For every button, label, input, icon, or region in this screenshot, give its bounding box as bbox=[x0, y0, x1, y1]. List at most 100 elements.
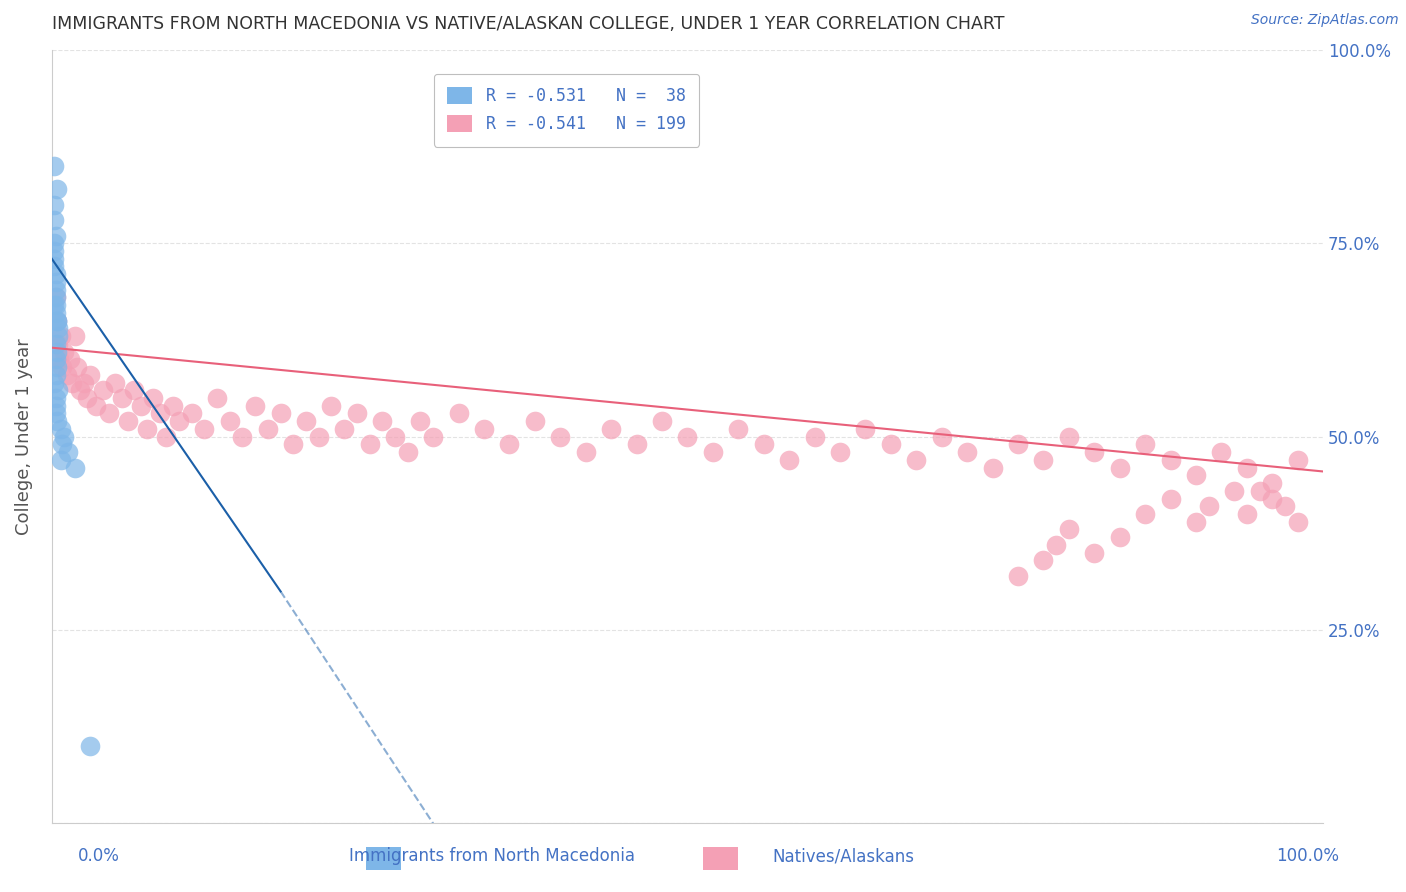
Natives/Alaskans bbox=[1185, 515, 1208, 529]
Immigrants from North Macedonia bbox=[45, 298, 67, 312]
Natives/Alaskans bbox=[1007, 437, 1029, 451]
Immigrants from North Macedonia bbox=[45, 399, 67, 413]
Natives/Alaskans bbox=[155, 430, 177, 444]
Natives/Alaskans bbox=[1007, 569, 1029, 583]
Natives/Alaskans bbox=[63, 329, 86, 343]
Natives/Alaskans bbox=[1160, 491, 1182, 506]
Natives/Alaskans bbox=[880, 437, 903, 451]
Natives/Alaskans bbox=[855, 422, 877, 436]
Immigrants from North Macedonia bbox=[44, 197, 66, 211]
Immigrants from North Macedonia bbox=[53, 430, 76, 444]
Natives/Alaskans bbox=[129, 399, 152, 413]
Natives/Alaskans bbox=[472, 422, 495, 436]
Text: 100.0%: 100.0% bbox=[1277, 847, 1339, 865]
Immigrants from North Macedonia bbox=[45, 313, 67, 327]
Immigrants from North Macedonia bbox=[45, 182, 67, 196]
Immigrants from North Macedonia bbox=[44, 252, 66, 266]
Natives/Alaskans bbox=[60, 376, 83, 390]
Natives/Alaskans bbox=[803, 430, 825, 444]
Natives/Alaskans bbox=[117, 414, 139, 428]
Natives/Alaskans bbox=[91, 383, 114, 397]
Natives/Alaskans bbox=[600, 422, 623, 436]
Immigrants from North Macedonia bbox=[45, 306, 67, 320]
Immigrants from North Macedonia bbox=[45, 283, 67, 297]
Natives/Alaskans bbox=[498, 437, 520, 451]
Immigrants from North Macedonia bbox=[46, 321, 69, 335]
Natives/Alaskans bbox=[1236, 460, 1258, 475]
Immigrants from North Macedonia bbox=[44, 213, 66, 227]
Natives/Alaskans bbox=[409, 414, 432, 428]
Natives/Alaskans bbox=[371, 414, 394, 428]
Natives/Alaskans bbox=[778, 453, 800, 467]
Immigrants from North Macedonia bbox=[44, 244, 66, 258]
Natives/Alaskans bbox=[84, 399, 107, 413]
Natives/Alaskans bbox=[626, 437, 648, 451]
Natives/Alaskans bbox=[321, 399, 343, 413]
Natives/Alaskans bbox=[1083, 546, 1105, 560]
Natives/Alaskans bbox=[1185, 468, 1208, 483]
Natives/Alaskans bbox=[193, 422, 215, 436]
Natives/Alaskans bbox=[243, 399, 266, 413]
Immigrants from North Macedonia bbox=[49, 422, 72, 436]
Natives/Alaskans bbox=[1261, 491, 1284, 506]
Natives/Alaskans bbox=[76, 391, 98, 405]
Natives/Alaskans bbox=[333, 422, 356, 436]
Natives/Alaskans bbox=[231, 430, 253, 444]
Natives/Alaskans bbox=[111, 391, 134, 405]
Immigrants from North Macedonia bbox=[44, 298, 66, 312]
Natives/Alaskans bbox=[51, 359, 73, 374]
Natives/Alaskans bbox=[727, 422, 749, 436]
Natives/Alaskans bbox=[1223, 483, 1246, 498]
Natives/Alaskans bbox=[1108, 460, 1130, 475]
Natives/Alaskans bbox=[1198, 500, 1220, 514]
Natives/Alaskans bbox=[396, 445, 419, 459]
Natives/Alaskans bbox=[1160, 453, 1182, 467]
Natives/Alaskans bbox=[295, 414, 318, 428]
Natives/Alaskans bbox=[1249, 483, 1271, 498]
Immigrants from North Macedonia bbox=[45, 352, 67, 367]
Natives/Alaskans bbox=[422, 430, 444, 444]
Natives/Alaskans bbox=[283, 437, 305, 451]
Immigrants from North Macedonia bbox=[46, 383, 69, 397]
Natives/Alaskans bbox=[905, 453, 928, 467]
Natives/Alaskans bbox=[167, 414, 190, 428]
Natives/Alaskans bbox=[1045, 538, 1067, 552]
Immigrants from North Macedonia bbox=[45, 290, 67, 304]
Natives/Alaskans bbox=[72, 376, 94, 390]
Immigrants from North Macedonia bbox=[49, 453, 72, 467]
Natives/Alaskans bbox=[79, 368, 101, 382]
Natives/Alaskans bbox=[1032, 453, 1054, 467]
Legend: R = -0.531   N =  38, R = -0.541   N = 199: R = -0.531 N = 38, R = -0.541 N = 199 bbox=[434, 74, 699, 146]
Natives/Alaskans bbox=[205, 391, 228, 405]
Natives/Alaskans bbox=[45, 313, 67, 327]
Natives/Alaskans bbox=[1108, 530, 1130, 544]
Natives/Alaskans bbox=[218, 414, 240, 428]
Natives/Alaskans bbox=[931, 430, 953, 444]
Natives/Alaskans bbox=[523, 414, 546, 428]
Immigrants from North Macedonia bbox=[45, 368, 67, 382]
Natives/Alaskans bbox=[1236, 507, 1258, 521]
Natives/Alaskans bbox=[575, 445, 598, 459]
Natives/Alaskans bbox=[447, 407, 470, 421]
Natives/Alaskans bbox=[180, 407, 202, 421]
Natives/Alaskans bbox=[651, 414, 673, 428]
Natives/Alaskans bbox=[162, 399, 184, 413]
Natives/Alaskans bbox=[48, 352, 70, 367]
Immigrants from North Macedonia bbox=[45, 275, 67, 289]
Immigrants from North Macedonia bbox=[58, 445, 80, 459]
Natives/Alaskans bbox=[104, 376, 127, 390]
Immigrants from North Macedonia bbox=[45, 359, 67, 374]
Natives/Alaskans bbox=[1211, 445, 1233, 459]
Natives/Alaskans bbox=[257, 422, 280, 436]
Natives/Alaskans bbox=[956, 445, 979, 459]
Natives/Alaskans bbox=[69, 383, 91, 397]
Immigrants from North Macedonia bbox=[45, 391, 67, 405]
Natives/Alaskans bbox=[1057, 523, 1080, 537]
Natives/Alaskans bbox=[1286, 515, 1309, 529]
Natives/Alaskans bbox=[1274, 500, 1296, 514]
Natives/Alaskans bbox=[1133, 507, 1156, 521]
Natives/Alaskans bbox=[66, 359, 89, 374]
Natives/Alaskans bbox=[149, 407, 172, 421]
Text: IMMIGRANTS FROM NORTH MACEDONIA VS NATIVE/ALASKAN COLLEGE, UNDER 1 YEAR CORRELAT: IMMIGRANTS FROM NORTH MACEDONIA VS NATIV… bbox=[52, 15, 1004, 33]
Immigrants from North Macedonia bbox=[44, 236, 66, 251]
